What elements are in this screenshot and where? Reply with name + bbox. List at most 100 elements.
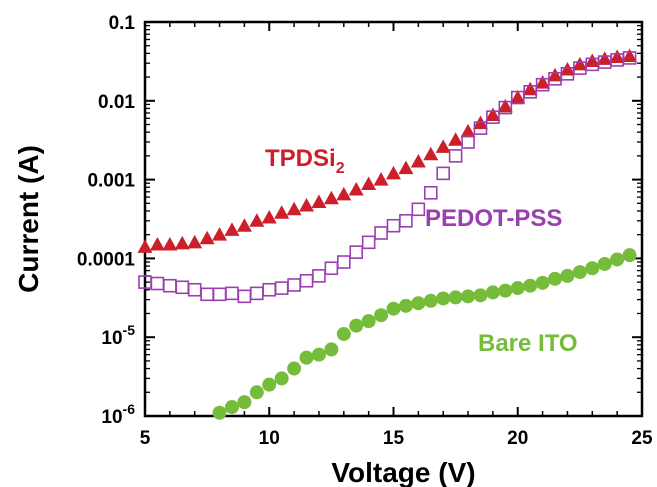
- tpdsi2-point: [584, 53, 600, 67]
- bare-ito-point: [361, 314, 376, 329]
- bare-ito-point: [498, 283, 513, 298]
- tpdsi2-point: [199, 230, 215, 245]
- label-bare-ito: Bare ITO: [478, 330, 578, 357]
- pedot-pss-point: [212, 287, 227, 302]
- bare-ito-point: [510, 281, 525, 296]
- bare-ito-point: [461, 289, 476, 304]
- data-marks: [137, 48, 638, 420]
- pedot-pss-point: [448, 149, 463, 163]
- tpdsi2-point: [435, 139, 451, 153]
- pedot-pss-point: [187, 282, 202, 297]
- x-tick-label: 5: [140, 428, 151, 449]
- tpdsi2-point: [249, 213, 265, 227]
- tpdsi2-point: [410, 153, 426, 168]
- pedot-pss-point: [262, 282, 277, 297]
- bare-ito-point: [423, 293, 438, 308]
- tpdsi2-point: [274, 205, 290, 219]
- x-tick-label: 15: [383, 428, 405, 449]
- tpdsi2-point: [187, 234, 203, 249]
- pedot-pss-point: [225, 286, 239, 301]
- tpdsi2-point: [336, 186, 352, 201]
- bare-ito-point: [560, 268, 575, 283]
- tpdsi2-point: [423, 146, 439, 161]
- pedot-pss-point: [399, 214, 413, 228]
- tpdsi2-point: [373, 172, 389, 186]
- pedot-pss-point: [175, 280, 190, 295]
- y-axis-title: Current (A): [13, 145, 44, 293]
- tpdsi2-point: [547, 67, 563, 82]
- tpdsi2-point: [597, 51, 613, 65]
- bare-ito-point: [262, 377, 277, 392]
- tpdsi2-point: [224, 222, 240, 236]
- tpdsi2-point: [522, 81, 538, 96]
- bare-ito-point: [411, 296, 426, 311]
- tpdsi2-point: [236, 218, 252, 232]
- pedot-pss-point: [523, 85, 537, 99]
- tpdsi2-point: [559, 61, 575, 76]
- pedot-pss-point: [312, 269, 326, 283]
- bare-ito-point: [336, 326, 351, 341]
- tpdsi2-point: [535, 75, 551, 89]
- pedot-pss-point: [237, 289, 252, 304]
- pedot-pss-point: [461, 135, 475, 149]
- tpdsi2-point: [212, 227, 228, 241]
- bare-ito-point: [274, 371, 289, 386]
- bare-ito-point: [212, 405, 227, 420]
- pedot-pss-point: [486, 110, 500, 124]
- tpdsi2-point: [622, 48, 638, 63]
- pedot-pss-point: [250, 286, 264, 301]
- tpdsi2-point: [137, 239, 153, 253]
- bare-ito-point: [386, 301, 401, 316]
- bare-ito-point: [572, 265, 587, 280]
- tpdsi2-point: [485, 107, 501, 122]
- tpdsi2-point: [348, 181, 364, 196]
- pedot-pss-point: [374, 226, 388, 240]
- bare-ito-point: [249, 385, 264, 400]
- pedot-pss-point: [622, 51, 637, 65]
- pedot-pss-point: [163, 278, 177, 293]
- tpdsi2-point: [299, 197, 315, 212]
- tpdsi2-point: [448, 132, 464, 146]
- x-tick-label: 25: [631, 428, 653, 449]
- bare-ito-point: [224, 400, 239, 415]
- bare-ito-point: [523, 278, 538, 293]
- tpdsi2-point: [510, 90, 526, 104]
- tpdsi2-point: [398, 160, 414, 175]
- pedot-pss-point: [423, 185, 438, 200]
- bare-ito-point: [374, 308, 389, 323]
- tpdsi2-point: [261, 210, 277, 224]
- y-tick-label: 0.0001: [77, 249, 136, 270]
- bare-ito-point: [311, 347, 326, 362]
- tpdsi2-point: [572, 56, 588, 71]
- bare-ito-point: [398, 298, 413, 313]
- tpdsi2-point: [286, 201, 302, 216]
- pedot-pss-point: [150, 276, 165, 291]
- pedot-pss-point: [498, 100, 513, 115]
- tpdsi2-point: [460, 123, 476, 138]
- tpdsi2-point: [386, 165, 401, 180]
- bare-ito-point: [535, 275, 550, 290]
- axes: 5 10 15 20 25 10-6 10-5 0.0001 0.001 0.01 0.1 Volta…: [13, 13, 653, 487]
- pedot-pss-point: [324, 261, 339, 276]
- pedot-pss-point: [349, 245, 364, 259]
- x-tick-label: 10: [259, 428, 280, 449]
- bare-ito-point: [237, 395, 252, 410]
- series-labels: TPDSi2 PEDOT-PSS Bare ITO: [265, 145, 578, 357]
- tpdsi2-point: [311, 194, 327, 208]
- bare-ito-point: [299, 350, 314, 365]
- bare-ito-point: [436, 291, 451, 306]
- tpdsi2-point: [609, 49, 625, 63]
- bare-ito-point: [585, 261, 600, 276]
- label-pedot-pss: PEDOT-PSS: [425, 205, 562, 232]
- y-tick-label: 10-5: [101, 322, 135, 349]
- tpdsi2-point: [497, 98, 513, 113]
- y-tick-label: 10-6: [101, 401, 135, 428]
- bare-ito-point: [597, 256, 612, 271]
- bare-ito-point: [473, 288, 488, 303]
- tpdsi2-point: [361, 176, 377, 190]
- pedot-pss-point: [386, 218, 401, 233]
- x-axis-title: Voltage (V): [331, 457, 475, 487]
- bare-ito-point: [349, 318, 364, 333]
- x-tick-label: 20: [507, 428, 528, 449]
